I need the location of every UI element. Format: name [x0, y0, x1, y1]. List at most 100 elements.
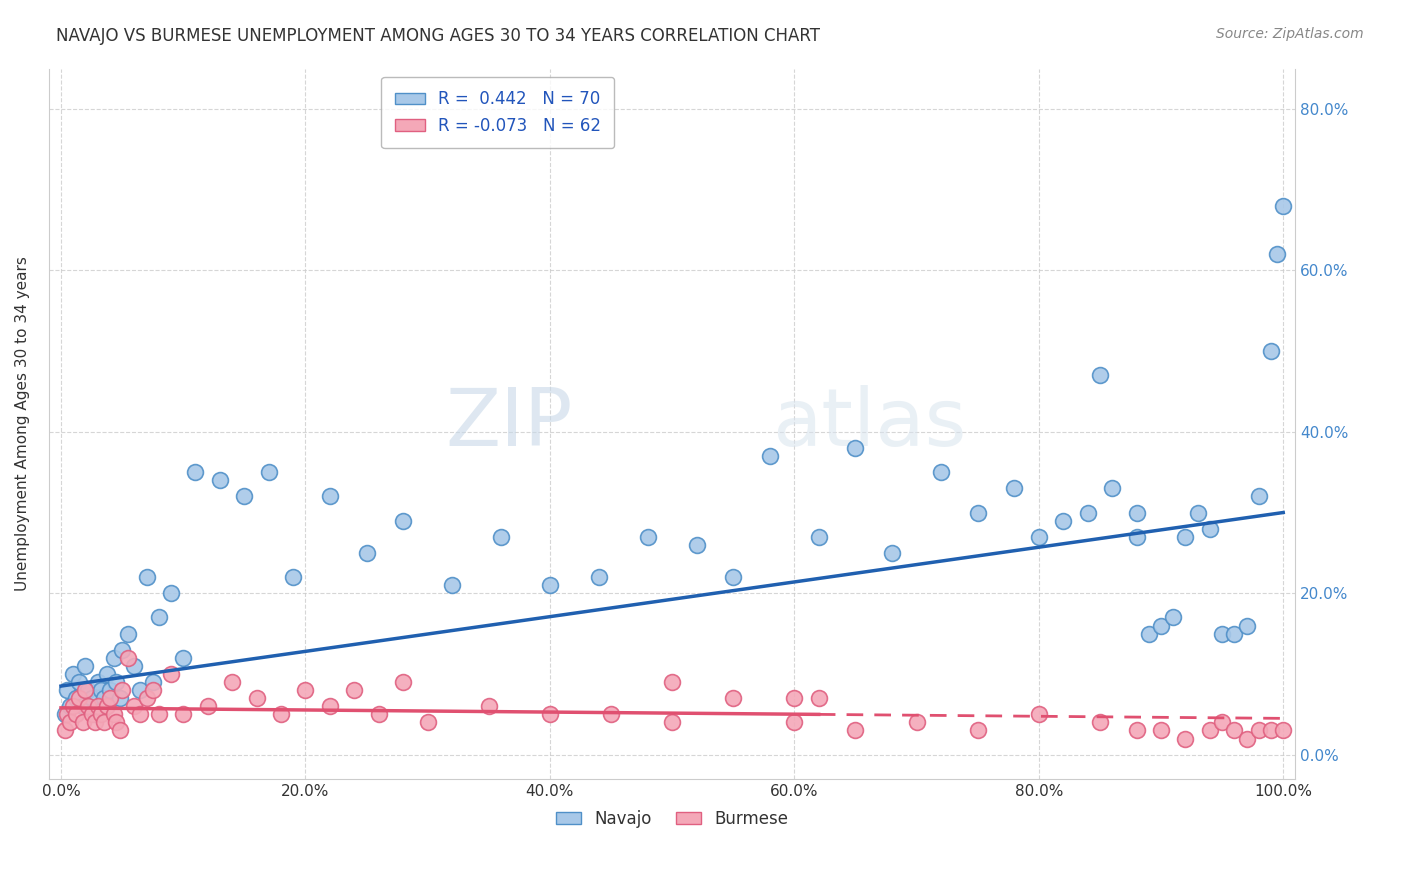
Point: [142, 675, 165, 690]
Point: [721, 570, 744, 584]
Point: [135, 691, 157, 706]
Point: [65, 707, 87, 722]
Point: [124, 699, 146, 714]
Point: [72, 699, 94, 714]
Point: [129, 707, 152, 722]
Point: [58, 699, 80, 714]
Point: [844, 441, 866, 455]
Point: [93, 715, 115, 730]
Point: [103, 707, 125, 722]
Point: [56, 707, 79, 722]
Point: [319, 699, 342, 714]
Text: ZIP: ZIP: [444, 384, 572, 463]
Point: [1125, 506, 1147, 520]
Point: [343, 683, 366, 698]
Point: [661, 675, 683, 690]
Point: [1211, 715, 1233, 730]
Point: [84, 715, 107, 730]
Point: [124, 659, 146, 673]
Point: [416, 715, 439, 730]
Point: [53, 707, 76, 722]
Point: [104, 675, 127, 690]
Point: [98, 683, 121, 698]
Point: [392, 514, 415, 528]
Point: [1161, 610, 1184, 624]
Point: [103, 650, 125, 665]
Point: [75, 683, 97, 698]
Point: [1236, 618, 1258, 632]
Point: [1199, 522, 1222, 536]
Text: NAVAJO VS BURMESE UNEMPLOYMENT AMONG AGES 30 TO 34 YEARS CORRELATION CHART: NAVAJO VS BURMESE UNEMPLOYMENT AMONG AGE…: [56, 27, 820, 45]
Point: [86, 699, 108, 714]
Point: [98, 691, 121, 706]
Point: [53, 723, 76, 738]
Point: [966, 506, 988, 520]
Point: [1260, 723, 1282, 738]
Point: [441, 578, 464, 592]
Point: [1150, 618, 1173, 632]
Point: [1247, 489, 1270, 503]
Point: [245, 691, 267, 706]
Point: [685, 538, 707, 552]
Point: [67, 675, 90, 690]
Point: [84, 707, 107, 722]
Point: [80, 707, 103, 722]
Point: [294, 683, 316, 698]
Point: [160, 586, 183, 600]
Point: [1223, 626, 1246, 640]
Point: [108, 723, 131, 738]
Point: [489, 530, 512, 544]
Point: [96, 667, 118, 681]
Point: [319, 489, 342, 503]
Point: [148, 610, 170, 624]
Point: [600, 707, 623, 722]
Point: [1272, 723, 1295, 738]
Point: [1125, 723, 1147, 738]
Point: [90, 683, 112, 698]
Point: [160, 667, 183, 681]
Point: [1150, 723, 1173, 738]
Point: [478, 699, 501, 714]
Point: [257, 465, 280, 479]
Point: [588, 570, 610, 584]
Point: [1174, 530, 1197, 544]
Point: [905, 715, 928, 730]
Point: [1223, 723, 1246, 738]
Point: [62, 667, 84, 681]
Point: [356, 546, 378, 560]
Point: [1101, 481, 1123, 495]
Point: [807, 691, 830, 706]
Point: [270, 707, 292, 722]
Point: [392, 675, 415, 690]
Point: [142, 683, 165, 698]
Point: [1137, 626, 1160, 640]
Text: Source: ZipAtlas.com: Source: ZipAtlas.com: [1216, 27, 1364, 41]
Point: [844, 723, 866, 738]
Point: [67, 691, 90, 706]
Point: [721, 691, 744, 706]
Point: [172, 650, 194, 665]
Point: [56, 683, 79, 698]
Point: [367, 707, 389, 722]
Point: [637, 530, 659, 544]
Point: [208, 473, 231, 487]
Point: [783, 691, 806, 706]
Point: [661, 715, 683, 730]
Point: [148, 707, 170, 722]
Point: [233, 489, 256, 503]
Point: [538, 707, 561, 722]
Point: [1088, 368, 1111, 383]
Point: [76, 699, 98, 714]
Point: [538, 578, 561, 592]
Point: [807, 530, 830, 544]
Point: [1260, 344, 1282, 359]
Point: [65, 691, 87, 706]
Text: atlas: atlas: [772, 384, 966, 463]
Point: [1052, 514, 1074, 528]
Point: [80, 691, 103, 706]
Point: [76, 683, 98, 698]
Point: [929, 465, 952, 479]
Point: [283, 570, 305, 584]
Point: [1211, 626, 1233, 640]
Point: [1187, 506, 1209, 520]
